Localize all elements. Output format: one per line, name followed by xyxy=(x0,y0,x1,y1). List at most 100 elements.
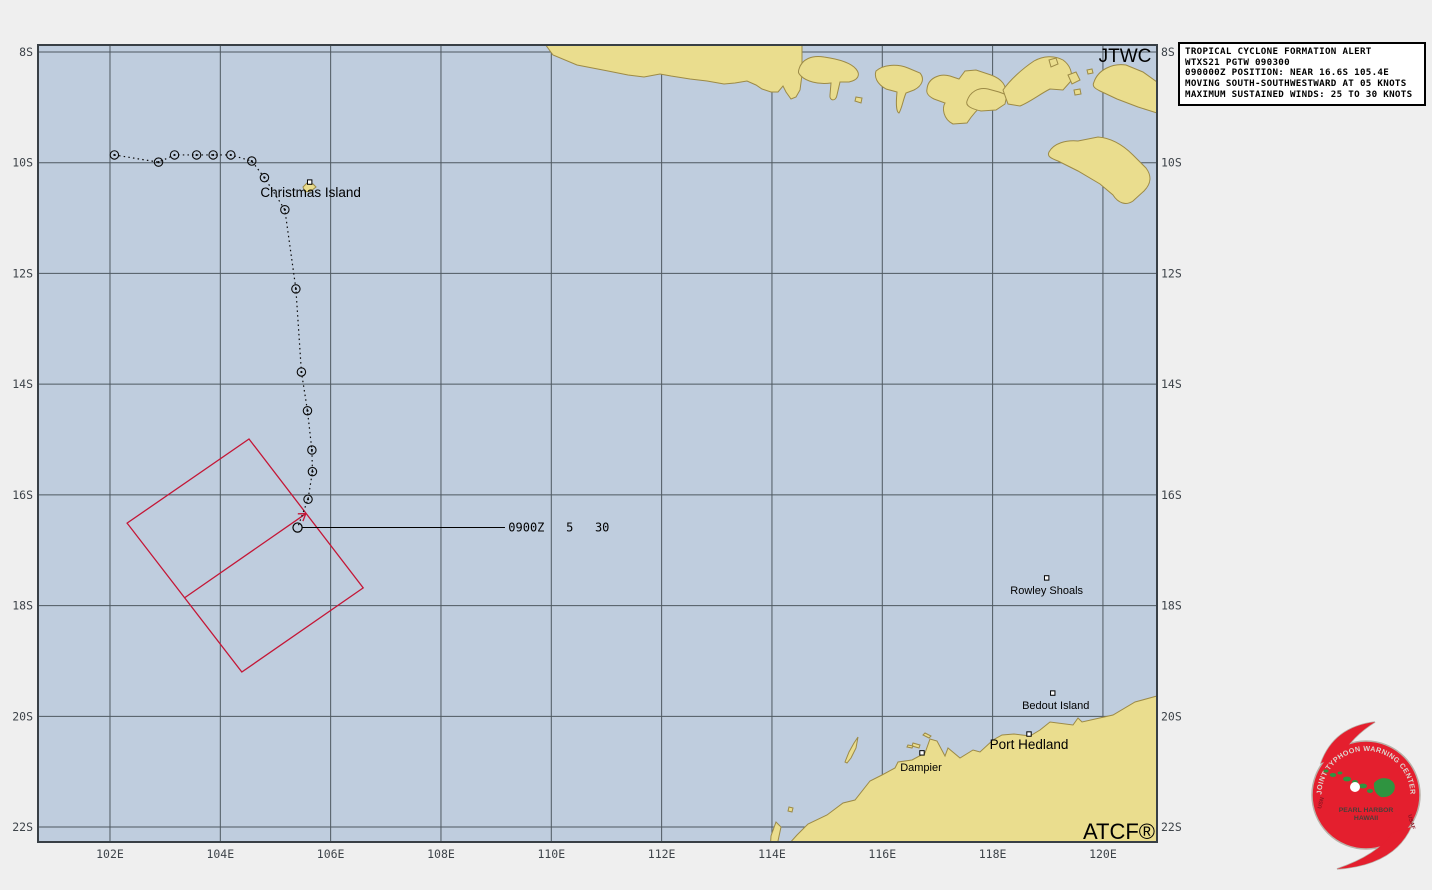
logo-usaf: USAF xyxy=(1406,814,1416,831)
place-labels: Christmas Island Rowley Shoals Bedout Isla… xyxy=(260,179,1089,774)
alert-line: WTXS21 PGTW 090300 xyxy=(1185,56,1290,68)
place-label: Bedout Island xyxy=(1022,700,1089,712)
track-fix-dot xyxy=(310,448,313,452)
track-fix-dot xyxy=(157,161,160,164)
islet xyxy=(1086,68,1094,75)
lon-tick-label: 116E xyxy=(868,847,896,861)
lat-tick-label-right: 10S xyxy=(1161,156,1182,170)
place-marker xyxy=(1043,575,1050,581)
lat-tick-label-right: 16S xyxy=(1161,488,1182,502)
place-marker xyxy=(1026,731,1032,737)
track-fix-dot xyxy=(195,153,198,157)
lat-tick-label-left: 12S xyxy=(12,266,33,280)
islet xyxy=(1048,57,1059,68)
islet xyxy=(922,732,932,739)
hurricane-flag-top-fill xyxy=(1321,722,1375,763)
track-fix-circle xyxy=(303,494,313,505)
lon-tick-label: 118E xyxy=(979,847,1007,861)
alert-line: MAXIMUM SUSTAINED WINDS: 25 TO 30 KNOTS xyxy=(1185,88,1413,100)
alert-line: MOVING SOUTH-SOUTHWESTWARD AT 05 KNOTS xyxy=(1185,78,1407,90)
place-label: Port Hedland xyxy=(990,737,1069,752)
track-fix-circle xyxy=(109,150,120,160)
lat-tick-label-left: 14S xyxy=(12,377,33,391)
track-dotted-line xyxy=(114,154,314,528)
islet xyxy=(1073,88,1082,96)
track-fix-circle xyxy=(169,150,180,160)
track-fix-circle xyxy=(291,284,301,294)
track-fix-dot xyxy=(306,409,309,412)
track-fix-dot xyxy=(113,153,116,157)
place-label: Dampier xyxy=(900,762,942,774)
map-border xyxy=(37,44,1158,843)
current-position-circle xyxy=(292,522,303,533)
alert-area-axis xyxy=(184,513,307,599)
alert-line: TROPICAL CYCLONE FORMATION ALERT xyxy=(1185,46,1372,57)
lat-tick-label-right: 22S xyxy=(1161,820,1182,834)
track-fix-circle xyxy=(153,157,164,167)
track-fix-circle xyxy=(296,367,307,377)
land-layer xyxy=(302,45,1157,842)
alert-line: 090000Z POSITION: NEAR 16.6S 105.4E xyxy=(1185,67,1390,79)
track-fix-dot xyxy=(173,153,176,157)
track-fix-dot xyxy=(311,470,314,473)
lat-tick-label-right: 18S xyxy=(1161,599,1182,613)
storm-track: 0900Z 5 30 xyxy=(109,150,609,535)
lombok-island xyxy=(874,64,923,114)
track-fix-circle xyxy=(259,172,270,183)
track-fix-dot xyxy=(294,287,297,291)
jtwc-watermark: JTWC xyxy=(1099,46,1152,67)
bali-island xyxy=(797,56,859,101)
tcfa-alert-box: TROPICAL CYCLONE FORMATION ALERT WTXS21 … xyxy=(1178,42,1426,106)
track-fix-dot xyxy=(212,153,215,157)
place-label: Rowley Shoals xyxy=(1010,585,1083,597)
track-fix-dot xyxy=(283,208,286,211)
lat-tick-label-left: 22S xyxy=(12,820,33,834)
lat-tick-label-left: 20S xyxy=(12,709,33,723)
lon-tick-label: 104E xyxy=(206,847,234,861)
alert-axis-arrowhead xyxy=(302,513,307,522)
logo-eye xyxy=(1350,782,1360,792)
track-fix-circle xyxy=(302,405,313,416)
lon-tick-label: 120E xyxy=(1089,847,1117,861)
lat-tick-label-left: 16S xyxy=(12,488,33,502)
place-marker xyxy=(919,750,925,756)
current-position-label: 0900Z 5 30 xyxy=(508,521,609,535)
track-fix-circle xyxy=(307,445,317,455)
lat-tick-label-left: 10S xyxy=(12,156,33,170)
track-fix-dot xyxy=(229,153,232,157)
islet xyxy=(911,742,921,749)
lat-tick-label-right: 8S xyxy=(1161,45,1175,59)
track-fix-dot xyxy=(300,370,303,374)
atcf-watermark: ATCF® xyxy=(1083,819,1155,844)
alert-area-box xyxy=(126,438,365,673)
islet xyxy=(854,96,863,104)
axis-labels: 102E 104E 106E 108E 110E 112E 114E 116E 118E 120E… xyxy=(12,45,1182,861)
track-fix-dot xyxy=(306,498,310,501)
lon-tick-label: 110E xyxy=(537,847,565,861)
lat-tick-label-right: 14S xyxy=(1161,377,1182,391)
barrow-island xyxy=(770,821,782,842)
australia-coast xyxy=(790,695,1157,842)
islet xyxy=(787,806,794,813)
islet xyxy=(844,736,859,764)
track-fix-circle xyxy=(191,150,202,160)
track-fix-circle xyxy=(280,205,290,215)
track-fix-circle xyxy=(247,156,257,166)
lon-tick-label: 106E xyxy=(317,847,345,861)
timor-island xyxy=(1092,64,1157,114)
lon-tick-label: 108E xyxy=(427,847,455,861)
lon-tick-label: 112E xyxy=(648,847,676,861)
track-fix-dot xyxy=(263,176,266,179)
flores-island xyxy=(1002,56,1073,107)
hurricane-flag-bottom-fill xyxy=(1337,827,1411,869)
lon-tick-label: 102E xyxy=(96,847,124,861)
ocean-area xyxy=(38,45,1157,842)
logo-site-line1: PEARL HARBOR xyxy=(1339,807,1394,814)
tcfa-alert-area xyxy=(126,438,365,673)
islet xyxy=(906,744,914,749)
sumba-island xyxy=(1047,136,1151,204)
track-fix-circle xyxy=(208,150,218,160)
track-fix-dot xyxy=(250,159,253,163)
java-island xyxy=(545,45,803,100)
jtwc-logo: JOINT TYPHOON WARNING CENTER PEARL HARBO… xyxy=(1311,721,1421,870)
